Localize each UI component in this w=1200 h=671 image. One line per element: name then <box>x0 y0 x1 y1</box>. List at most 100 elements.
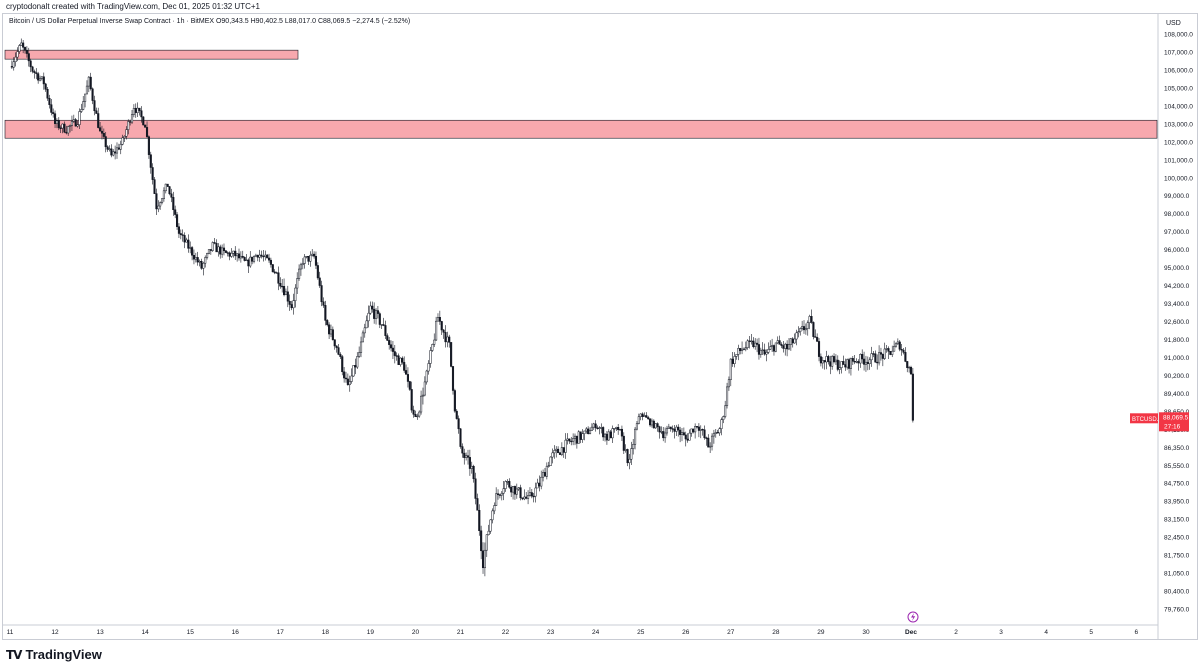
time-tick-label: 19 <box>367 629 375 636</box>
candle <box>27 47 30 67</box>
candle <box>849 357 852 376</box>
candle <box>643 412 646 418</box>
candle <box>198 259 201 267</box>
candle <box>324 300 327 326</box>
candle <box>893 340 896 352</box>
candle <box>472 464 475 483</box>
candle <box>457 415 460 434</box>
candle <box>145 121 149 138</box>
price-tick-label: 99,000.0 <box>1164 193 1190 200</box>
candle <box>817 338 821 362</box>
candle <box>67 125 70 136</box>
candle <box>746 339 749 350</box>
candle <box>311 249 314 257</box>
candle <box>635 421 638 431</box>
candle <box>816 333 819 342</box>
candle <box>151 163 154 185</box>
candle <box>412 405 415 418</box>
candle <box>506 479 509 485</box>
candle <box>346 373 349 386</box>
candle <box>440 320 443 335</box>
candle <box>664 427 667 443</box>
candle <box>448 334 451 348</box>
candle <box>697 423 700 438</box>
candle <box>204 255 207 268</box>
candle <box>654 423 657 429</box>
candle <box>172 191 175 216</box>
candle <box>908 365 911 373</box>
time-tick-label: 24 <box>592 629 600 636</box>
candle <box>722 415 725 424</box>
candle <box>450 342 453 368</box>
candle <box>637 413 640 425</box>
candle <box>881 353 884 367</box>
candle <box>155 188 158 216</box>
candle <box>583 430 586 441</box>
candle <box>299 262 302 276</box>
candle <box>322 297 325 308</box>
candle <box>686 433 689 443</box>
candle <box>202 261 205 276</box>
candle <box>547 461 550 468</box>
candle <box>59 125 62 134</box>
candle <box>866 356 869 371</box>
candle <box>337 344 340 356</box>
candle <box>660 426 663 435</box>
candle <box>825 350 828 370</box>
candle <box>613 428 616 433</box>
candle <box>273 269 276 275</box>
price-tick-label: 81,750.0 <box>1164 553 1190 560</box>
candle <box>645 412 648 418</box>
candle <box>549 456 552 467</box>
candle <box>84 93 87 108</box>
price-tick-label: 80,400.0 <box>1164 589 1190 596</box>
candle <box>585 427 588 434</box>
candle <box>153 177 156 195</box>
candle <box>771 338 774 352</box>
candle <box>42 72 45 90</box>
candle <box>93 95 96 116</box>
candle <box>680 427 684 442</box>
candle <box>31 65 34 74</box>
candle <box>206 252 209 260</box>
candle <box>754 338 757 350</box>
candle <box>536 478 539 489</box>
candle <box>864 355 868 372</box>
resistance-zone[interactable] <box>4 119 1158 139</box>
candle <box>144 124 147 128</box>
candle <box>557 446 560 454</box>
candle <box>44 82 47 92</box>
candle <box>382 317 385 327</box>
candle <box>695 426 699 429</box>
candle <box>226 251 229 257</box>
candle <box>480 525 483 560</box>
candle <box>343 367 346 383</box>
candle <box>909 365 913 375</box>
time-tick-label: 26 <box>682 629 690 636</box>
brand-name: TradingView <box>25 647 102 662</box>
candle <box>217 243 220 257</box>
candle <box>181 229 184 242</box>
candle <box>271 264 274 273</box>
candle <box>305 255 308 259</box>
candle <box>804 323 807 335</box>
candle <box>677 424 680 437</box>
candle <box>705 436 708 446</box>
candle <box>829 355 832 375</box>
candle <box>626 448 629 467</box>
candle <box>446 331 449 348</box>
candle <box>232 250 235 258</box>
candle <box>688 429 691 441</box>
candle <box>267 253 271 263</box>
candle <box>594 420 597 432</box>
candle <box>192 249 196 265</box>
resistance-zone[interactable] <box>4 49 299 60</box>
symbol-price-label: BTCUSD.P <box>1132 417 1162 423</box>
time-tick-label: 22 <box>502 629 510 636</box>
candle <box>521 497 524 501</box>
symbol-price-label-box <box>1130 413 1158 424</box>
time-tick-label: 4 <box>1044 629 1048 636</box>
candle <box>127 119 130 135</box>
candle <box>703 425 706 440</box>
